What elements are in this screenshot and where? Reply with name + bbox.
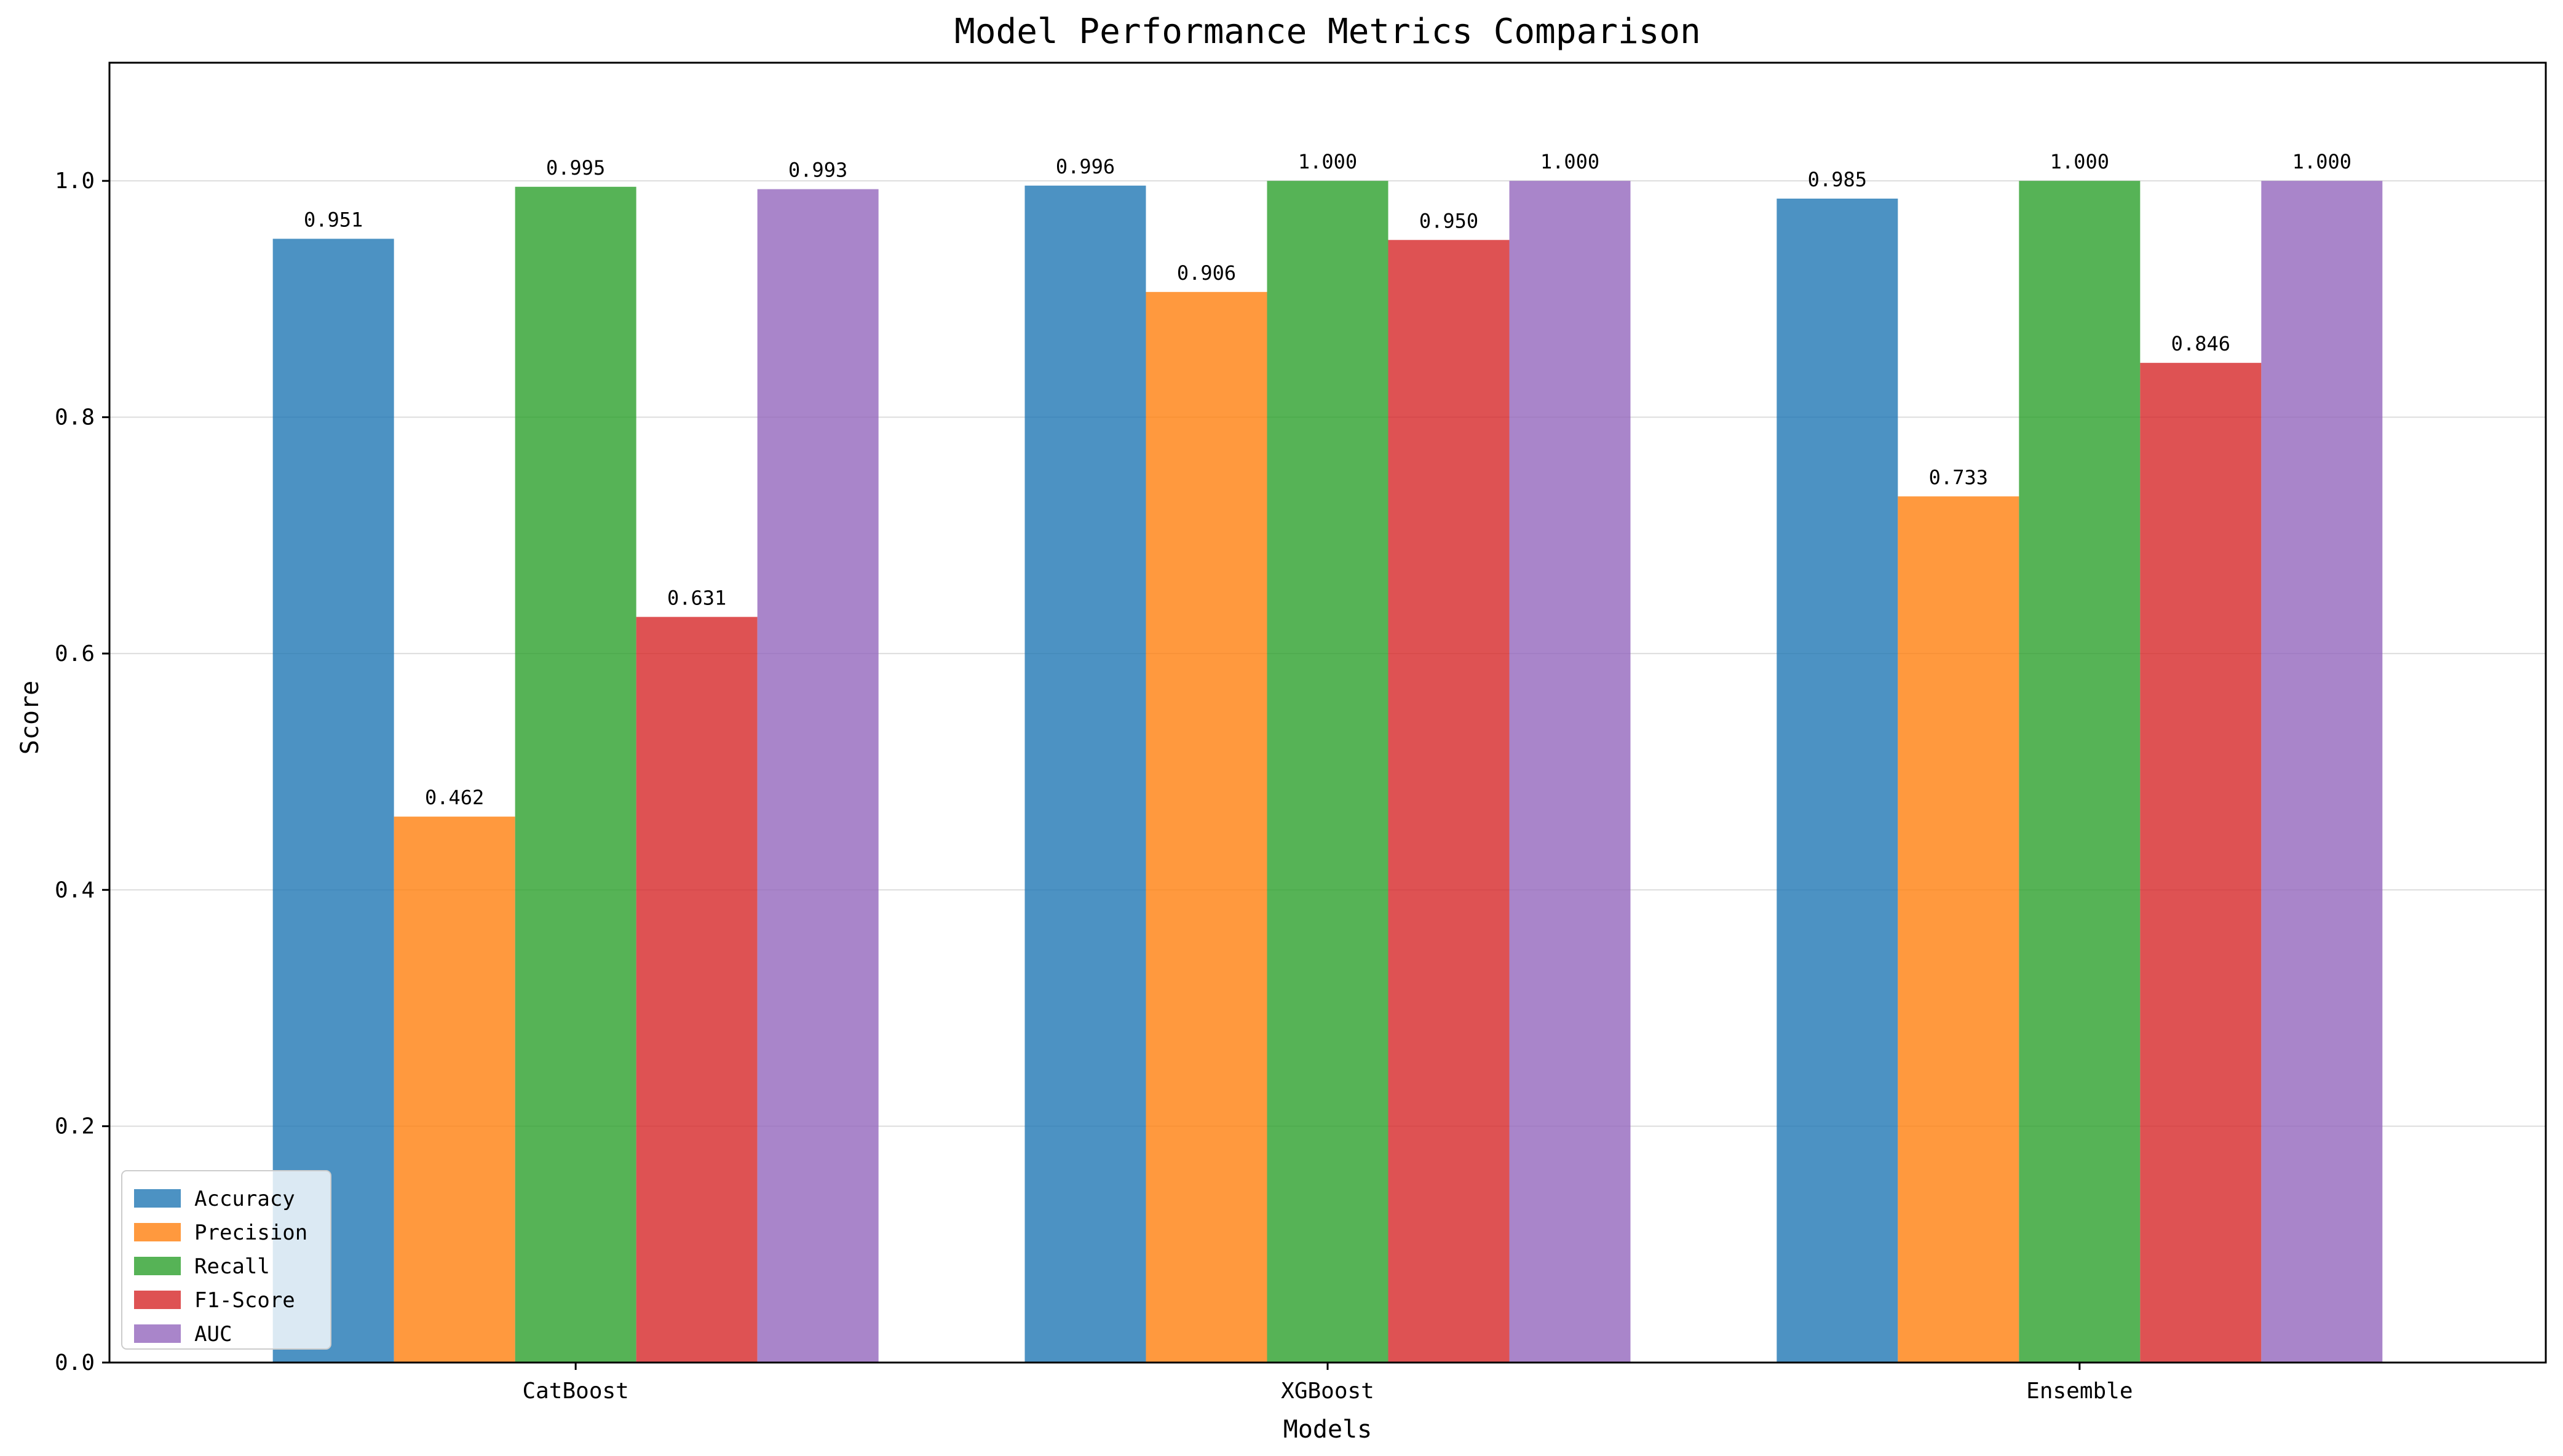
- bar-value-label: 1.000: [1540, 150, 1599, 173]
- bar-value-label: 0.996: [1056, 155, 1115, 178]
- bar-auc-xgboost: [1509, 181, 1631, 1363]
- bar-precision-ensemble: [1898, 496, 2019, 1363]
- legend-swatch: [134, 1291, 181, 1309]
- legend-label: AUC: [194, 1322, 232, 1347]
- bar-accuracy-xgboost: [1024, 185, 1146, 1363]
- chart-title: Model Performance Metrics Comparison: [954, 12, 1701, 52]
- bar-value-label: 1.000: [2292, 150, 2351, 173]
- y-tick-label: 0.4: [55, 877, 95, 903]
- bar-value-label: 0.846: [2171, 332, 2230, 355]
- bar-value-label: 1.000: [2050, 150, 2109, 173]
- bar-value-label: 0.733: [1929, 465, 1988, 489]
- bar-value-label: 0.993: [788, 159, 847, 182]
- legend-label: Recall: [194, 1254, 270, 1279]
- x-tick-label: CatBoost: [522, 1379, 628, 1404]
- legend-swatch: [134, 1257, 181, 1275]
- bar-recall-xgboost: [1267, 181, 1388, 1363]
- legend-swatch: [134, 1324, 181, 1343]
- bar-value-label: 0.951: [304, 208, 363, 231]
- y-axis-label: Score: [16, 681, 44, 754]
- bar-value-label: 0.950: [1419, 209, 1478, 232]
- bar-auc-catboost: [757, 189, 879, 1363]
- bar-value-label: 0.631: [667, 586, 726, 609]
- y-tick-label: 0.2: [55, 1114, 95, 1139]
- bar-auc-ensemble: [2261, 181, 2383, 1363]
- legend-swatch: [134, 1189, 181, 1208]
- bar-value-label: 0.985: [1808, 168, 1867, 191]
- x-tick-label: Ensemble: [2026, 1379, 2133, 1404]
- bar-accuracy-ensemble: [1777, 199, 1898, 1363]
- bar-recall-catboost: [515, 186, 636, 1363]
- legend-label: Precision: [194, 1221, 307, 1245]
- bar-recall-ensemble: [2019, 181, 2141, 1363]
- bar-value-label: 0.462: [425, 786, 484, 809]
- bar-precision-xgboost: [1146, 291, 1267, 1363]
- x-tick-label: XGBoost: [1281, 1379, 1374, 1404]
- bar-f1-score-xgboost: [1388, 240, 1510, 1363]
- x-axis-label: Models: [1283, 1415, 1373, 1444]
- legend-label: Accuracy: [194, 1187, 295, 1211]
- legend-swatch: [134, 1223, 181, 1241]
- bar-f1-score-catboost: [636, 617, 758, 1363]
- y-tick-label: 0.6: [55, 641, 95, 667]
- y-tick-label: 0.0: [55, 1350, 95, 1375]
- legend-label: F1-Score: [194, 1288, 295, 1313]
- bar-value-label: 0.906: [1177, 261, 1236, 285]
- bar-precision-catboost: [394, 817, 515, 1363]
- bar-value-label: 0.995: [546, 156, 605, 180]
- y-tick-label: 1.0: [55, 168, 95, 194]
- y-tick-label: 0.8: [55, 405, 95, 430]
- bar-f1-score-ensemble: [2140, 363, 2262, 1363]
- bar-value-label: 1.000: [1298, 150, 1357, 173]
